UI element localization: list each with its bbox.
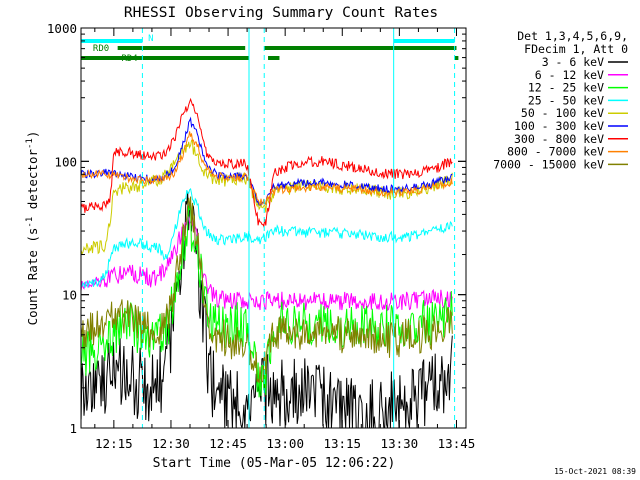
flag-rd0-label: RD0 [93,44,109,54]
legend: Det 1,3,4,5,6,9, FDecim 1, Att 0 3 - 6 k… [493,29,628,171]
footer-timestamp: 15-Oct-2021 08:39 [554,467,636,476]
y-axis-label: Count Rate (s-1 detector-1) [25,131,40,326]
y-tick-label: 1000 [47,21,77,36]
y-axis-ticks: 1 10 100 1000 [47,21,466,436]
y-axis-label-sup2: -1 [25,138,35,149]
y-axis-label-main: Count Rate (s [25,228,40,326]
legend-label-100-300-kev: 100 - 300 keV [514,119,604,133]
legend-label-7000-15000-kev: 7000 - 15000 keV [493,157,604,171]
y-axis-label-mid: detector [25,149,40,217]
legend-label-50-100-kev: 50 - 100 keV [521,106,604,120]
series-line-25-50-kev [81,187,453,289]
x-tick-label: 13:15 [323,436,361,451]
time-markers [141,28,456,428]
series-line-800-7000-kev [81,131,453,206]
y-tick-label: 100 [54,154,77,169]
x-tick-label: 12:30 [152,436,190,451]
legend-header-line-2: FDecim 1, Att 0 [524,42,628,56]
x-tick-label: 13:00 [266,436,304,451]
plot-frame [80,27,467,429]
legend-label-800-7000-kev: 800 - 7000 keV [507,145,604,159]
x-tick-label: 12:45 [209,436,247,451]
flag-rd4-label: RD4 [121,54,137,64]
x-axis-label: Start Time (05-Mar-05 12:06:22) [153,456,396,471]
x-tick-label: 13:45 [438,436,476,451]
y-axis-label-end: ) [25,131,40,139]
chart-title: RHESSI Observing Summary Count Rates [124,5,438,21]
legend-label-25-50-kev: 25 - 50 keV [528,93,604,107]
series-lines [80,97,453,429]
legend-label-300-800-kev: 300 - 800 keV [514,132,604,146]
y-tick-label: 10 [62,288,77,303]
series-line-6-12-kev [80,216,453,312]
series-line-300-800-kev [80,97,453,229]
series-line-7000-15000-kev [80,196,453,384]
x-tick-label: 12:15 [95,436,133,451]
flag-n-label: N [148,34,153,44]
y-tick-label: 1 [69,421,77,436]
legend-header-line-1: Det 1,3,4,5,6,9, [517,29,628,43]
series-line-50-100-kev [80,139,453,256]
series-line-3-6-kev [80,191,453,429]
x-tick-label: 13:30 [381,436,419,451]
legend-label-6-12-kev: 6 - 12 keV [535,68,604,82]
legend-label-12-25-kev: 12 - 25 keV [528,81,604,95]
x-axis-ticks: 12:15 12:30 12:45 13:00 13:15 13:30 13:45 [94,28,476,451]
flag-bars: N RD0 RD4 [81,34,459,64]
y-axis-label-sup: -1 [25,217,35,228]
legend-label-3-6-kev: 3 - 6 keV [542,55,604,69]
